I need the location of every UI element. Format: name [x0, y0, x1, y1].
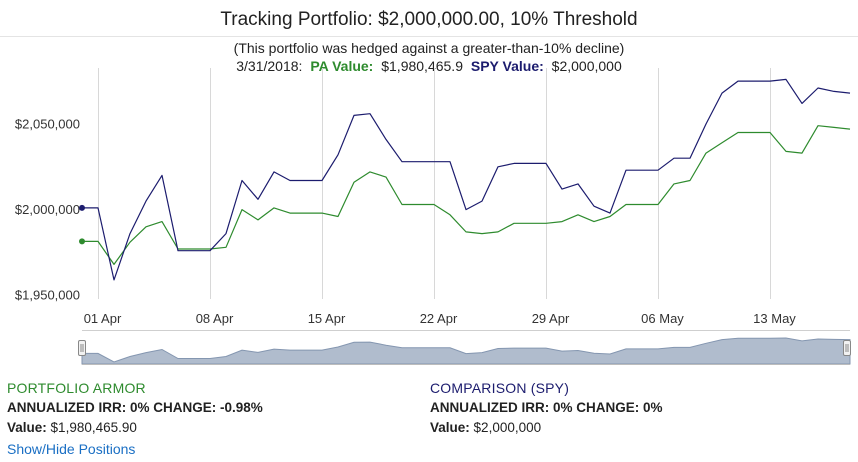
navigator-left-handle[interactable] [78, 340, 86, 356]
pa-irr-change: ANNUALIZED IRR: 0% CHANGE: -0.98% [7, 400, 263, 415]
spy-name: COMPARISON (SPY) [430, 380, 570, 396]
x-tick-label: 08 Apr [196, 311, 234, 326]
tooltip-readout: 3/31/2018: PA Value: $1,980,465.9 SPY Va… [236, 58, 622, 74]
chart-title: Tracking Portfolio: $2,000,000.00, 10% T… [220, 9, 637, 30]
show-hide-positions-link[interactable]: Show/Hide Positions [7, 441, 136, 457]
pa-value-line: Value: $1,980,465.90 [7, 418, 407, 438]
x-tick-label: 15 Apr [308, 311, 346, 326]
y-axis: $1,950,000 $2,000,000 $2,050,000 [15, 116, 80, 302]
y-tick-label: $1,950,000 [15, 288, 80, 303]
spy-value-label: Value: [430, 420, 470, 435]
readout-spy-label: SPY Value: [471, 58, 544, 74]
x-axis: 01 Apr 08 Apr 15 Apr 22 Apr 29 Apr 06 May 13 M… [84, 311, 797, 326]
navigator-series-area [81, 337, 851, 365]
pa-series-line [82, 125, 851, 265]
x-tick-label: 06 May [641, 311, 684, 326]
y-tick-label: $2,000,000 [15, 202, 80, 217]
spy-value: $2,000,000 [473, 420, 542, 435]
pa-marker [79, 238, 85, 245]
spy-info-panel: COMPARISON (SPY) ANNUALIZED IRR: 0% CHAN… [430, 378, 830, 438]
pa-value: $1,980,465.90 [50, 420, 137, 435]
x-tick-label: 13 May [753, 311, 796, 326]
x-tick-label: 22 Apr [420, 311, 458, 326]
x-tick-label: 01 Apr [84, 311, 122, 326]
pa-value-label: Value: [7, 420, 47, 435]
navigator[interactable] [78, 330, 851, 365]
spy-value-line: Value: $2,000,000 [430, 418, 830, 438]
y-tick-label: $2,050,000 [15, 116, 80, 131]
readout-pa-value: $1,980,465.9 [381, 58, 463, 74]
pa-name: PORTFOLIO ARMOR [7, 380, 146, 396]
readout-pa-label: PA Value: [310, 58, 373, 74]
navigator-right-handle[interactable] [843, 340, 851, 356]
series-layer [79, 78, 851, 281]
chart-subtitle: (This portfolio was hedged against a gre… [234, 40, 625, 56]
spy-irr-change: ANNUALIZED IRR: 0% CHANGE: 0% [430, 400, 663, 415]
pa-info-panel: PORTFOLIO ARMOR ANNUALIZED IRR: 0% CHANG… [7, 378, 407, 438]
x-tick-label: 29 Apr [532, 311, 570, 326]
readout-spy-value: $2,000,000 [552, 58, 622, 74]
spy-series-line [82, 78, 851, 281]
spy-marker [79, 204, 85, 211]
grid [98, 68, 771, 299]
readout-date: 3/31/2018: [236, 58, 302, 74]
